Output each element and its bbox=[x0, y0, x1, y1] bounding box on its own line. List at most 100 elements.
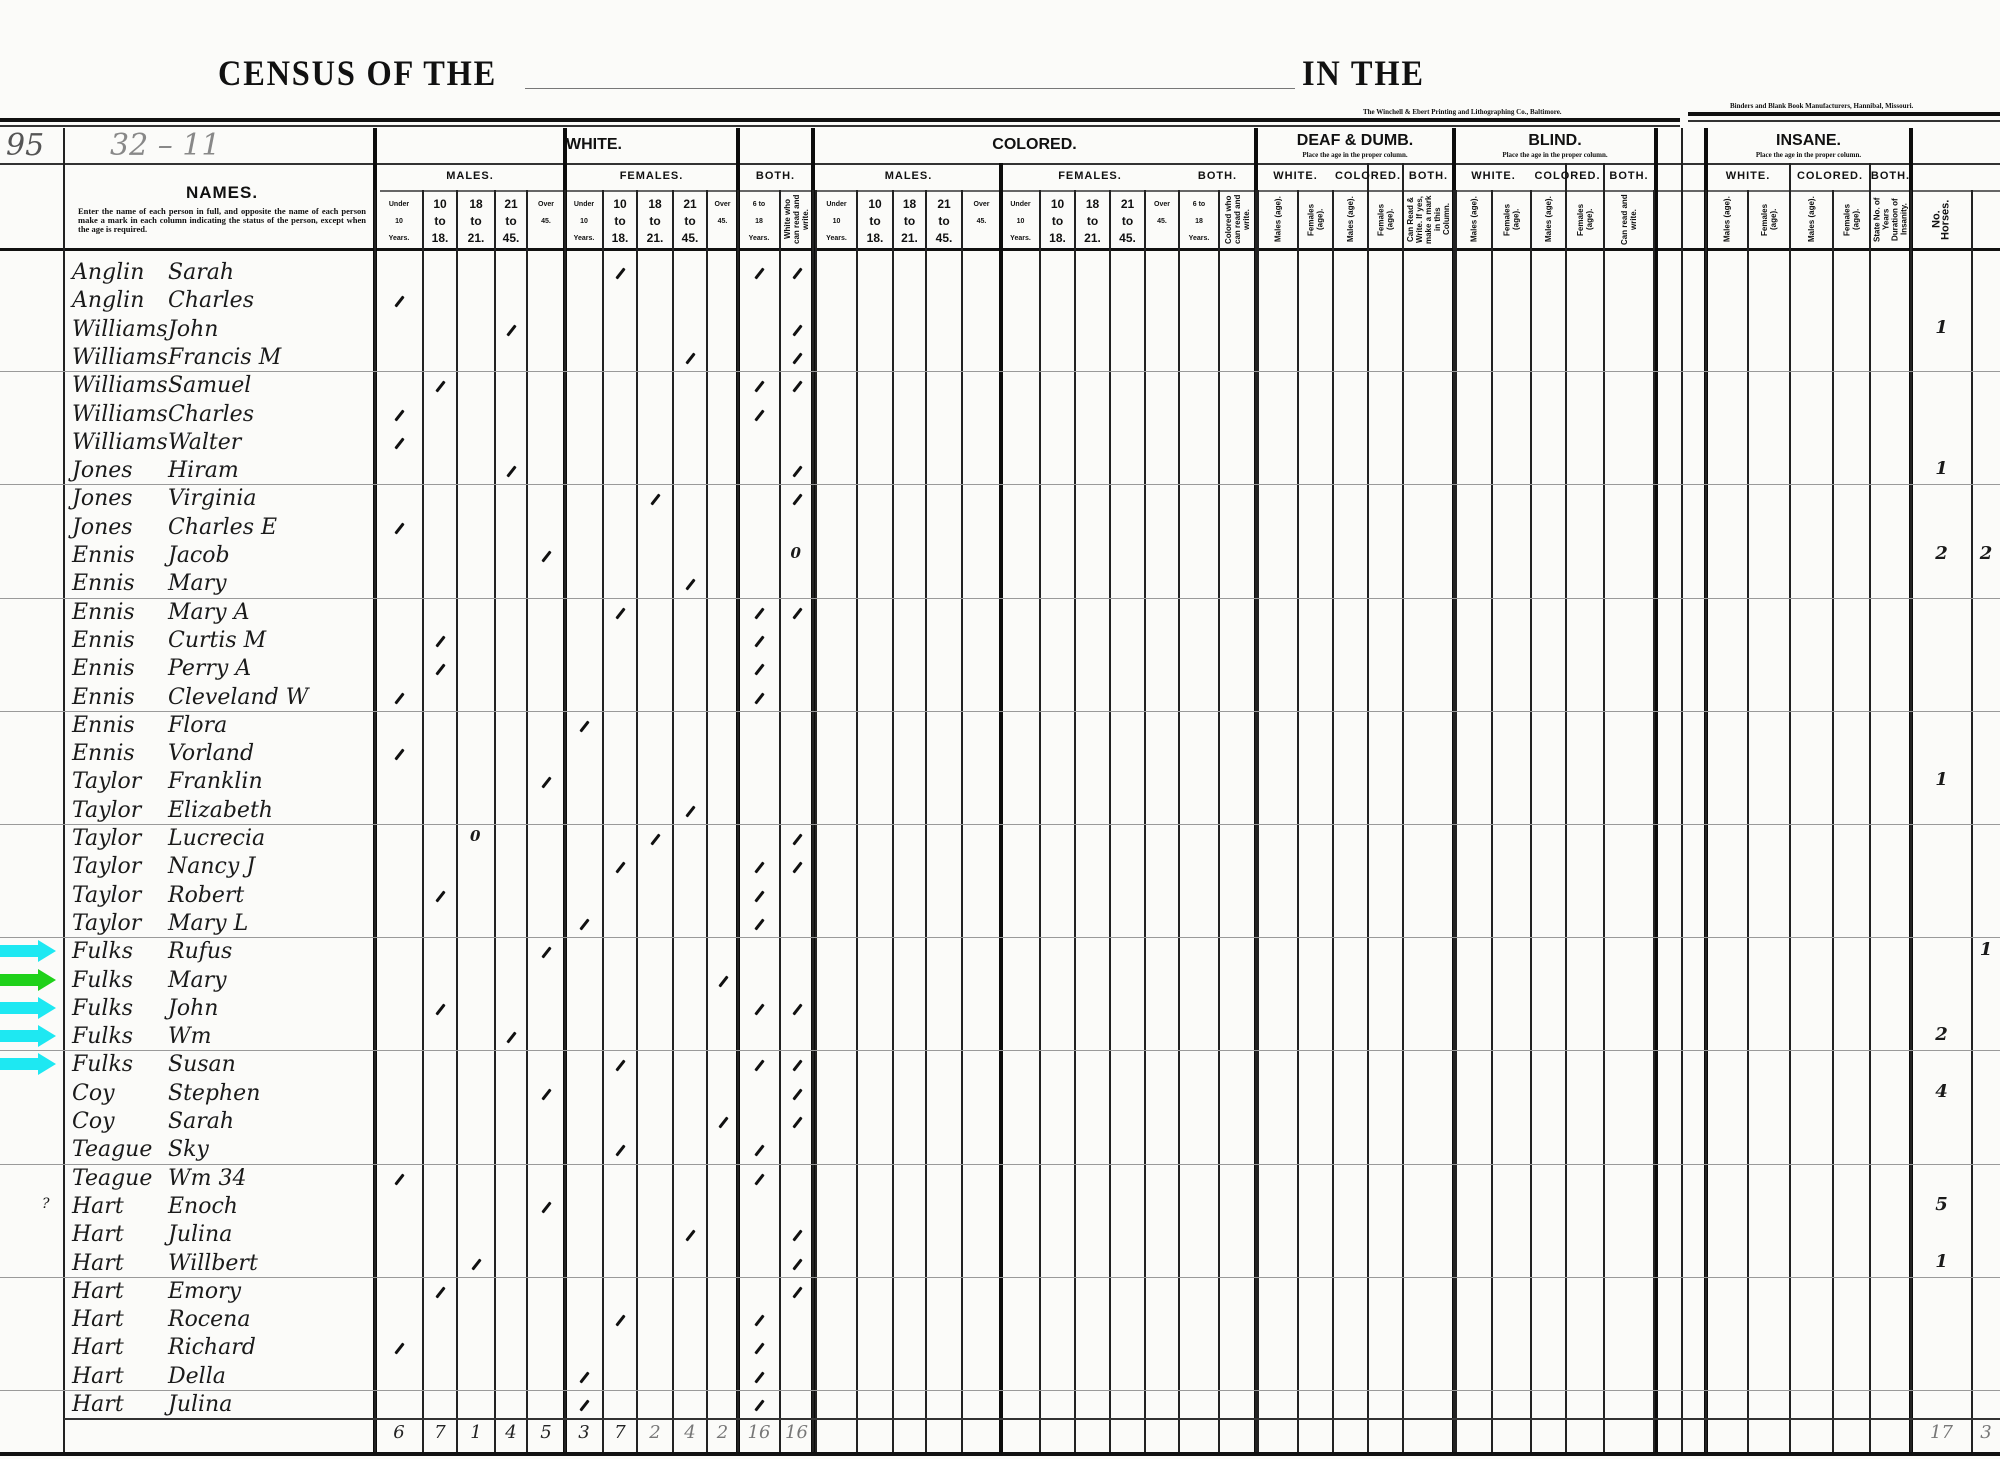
age-label-part: 21 bbox=[683, 197, 697, 211]
column-rule bbox=[1653, 190, 1655, 1452]
blind-note: Place the age in the proper column. bbox=[1502, 151, 1608, 159]
surname: Ennis bbox=[72, 656, 135, 682]
colored-age-col-males-0: Under 10 Years. bbox=[816, 196, 857, 247]
census-row bbox=[0, 767, 2000, 795]
printer-right: Binders and Blank Book Manufacturers, Ha… bbox=[1730, 102, 1914, 110]
deaf-dumb-column-label: Females (age). bbox=[1376, 203, 1395, 236]
age-label-part: 45. bbox=[1157, 218, 1167, 225]
age-label-part: to bbox=[505, 214, 517, 228]
given-name: Julina bbox=[168, 1392, 233, 1417]
surname: Taylor bbox=[72, 826, 142, 851]
horses-count: 4 bbox=[1935, 1080, 1948, 1102]
surname: Hart bbox=[72, 1392, 124, 1417]
age-label-part: to bbox=[470, 214, 482, 228]
age-label-part: Under bbox=[1010, 201, 1031, 208]
column-rule bbox=[1402, 190, 1404, 1452]
blind-white-label: WHITE. bbox=[1471, 170, 1516, 182]
colored-age-col-males-3: 21 to 45. bbox=[926, 196, 962, 247]
age-label-part: 18. bbox=[431, 231, 449, 245]
age-label-part: to bbox=[684, 214, 696, 228]
surname: Hart bbox=[72, 1278, 124, 1304]
header-top-rule bbox=[0, 118, 1680, 122]
deaf-dumb-note: Place the age in the proper column. bbox=[1302, 151, 1408, 159]
given-name: Willbert bbox=[168, 1250, 258, 1276]
white-total: 2 bbox=[716, 1422, 729, 1444]
highlight-arrow-icon bbox=[0, 940, 56, 963]
column-rule bbox=[706, 190, 708, 1452]
white-total: 16 bbox=[785, 1422, 808, 1444]
colored-age-col-females-4: Over 45. bbox=[1145, 196, 1179, 230]
subheader-rule bbox=[1565, 163, 1567, 190]
header-sub-rule bbox=[380, 190, 2000, 192]
subheader-rule bbox=[1402, 163, 1404, 190]
surname: Williams bbox=[72, 316, 168, 342]
census-row bbox=[0, 456, 2000, 484]
surname: Hart bbox=[72, 1335, 124, 1361]
printer-left: The Winchell & Ebert Printing and Lithog… bbox=[1363, 108, 1562, 116]
subheader-rule bbox=[1869, 163, 1871, 190]
deaf-dumb-column-label: Males (age). bbox=[1273, 196, 1283, 243]
age-label-part: Years. bbox=[1010, 235, 1031, 242]
census-row bbox=[0, 1192, 2000, 1220]
column-rule bbox=[1074, 190, 1076, 1452]
insane-column-label: Males (age). bbox=[1807, 196, 1816, 243]
given-name: Charles E bbox=[168, 514, 278, 540]
given-name: Sarah bbox=[168, 260, 234, 285]
census-row bbox=[0, 315, 2000, 343]
given-name: Mary bbox=[168, 571, 227, 597]
age-label-part: Years. bbox=[748, 235, 770, 242]
white-age-col-males-3: 21 to 45. bbox=[495, 196, 527, 247]
colored-age-col-males-4: Over 45. bbox=[962, 196, 1001, 230]
age-label-part: 18. bbox=[1049, 231, 1066, 245]
horses-count: 1 bbox=[1935, 458, 1948, 480]
given-name: Flora bbox=[168, 712, 228, 738]
column-rule bbox=[856, 190, 858, 1452]
white-total: 4 bbox=[684, 1422, 696, 1444]
names-instructions: Enter the name of each person in full, a… bbox=[78, 206, 366, 234]
given-name: Sky bbox=[168, 1137, 209, 1163]
census-row bbox=[0, 966, 2000, 994]
given-name: John bbox=[168, 995, 219, 1021]
column-rule bbox=[672, 190, 674, 1452]
column-rule bbox=[564, 190, 566, 1452]
white-total: 7 bbox=[614, 1422, 626, 1444]
age-label-part: 45. bbox=[976, 218, 987, 225]
insane-both-label: BOTH. bbox=[1870, 170, 1911, 182]
census-row bbox=[0, 937, 2000, 965]
given-name: Elizabeth bbox=[168, 797, 273, 823]
age-label-part: 18. bbox=[611, 231, 629, 245]
white-both-label: BOTH. bbox=[755, 170, 796, 182]
age-label-part: to bbox=[1051, 214, 1064, 228]
census-row bbox=[0, 1022, 2000, 1050]
surname: Taylor bbox=[72, 910, 142, 936]
row-rule bbox=[0, 1276, 2000, 1278]
surname: Ennis bbox=[72, 571, 135, 597]
given-name: Sarah bbox=[168, 1109, 234, 1134]
age-label-part: to bbox=[1121, 214, 1134, 228]
age-label-part: to bbox=[614, 214, 626, 228]
age-label-part: Years. bbox=[388, 235, 410, 242]
insane-colored-label: COLORED. bbox=[1796, 170, 1864, 182]
given-name: Franklin bbox=[168, 769, 263, 795]
age-label-part: 21. bbox=[646, 231, 664, 245]
blind-column-label: Males (age). bbox=[1544, 196, 1553, 243]
extra-column-value: 2 bbox=[1979, 543, 1993, 564]
given-name: Della bbox=[168, 1363, 226, 1389]
row-rule bbox=[0, 484, 2000, 486]
surname: Anglin bbox=[72, 260, 145, 285]
age-label-part: 18 bbox=[648, 197, 662, 211]
surname: Fulks bbox=[72, 1052, 134, 1078]
age-label-part: 18 bbox=[1195, 218, 1203, 225]
deaf-dumb-colored-label: COLORED. bbox=[1334, 170, 1402, 182]
column-rule bbox=[1869, 190, 1871, 1452]
surname: Coy bbox=[72, 1080, 115, 1106]
age-label-part: 10 bbox=[433, 197, 447, 211]
census-row bbox=[0, 513, 2000, 541]
surname: Ennis bbox=[72, 627, 135, 653]
column-rule bbox=[1257, 190, 1259, 1452]
given-name: Hiram bbox=[168, 458, 239, 484]
insane-title: INSANE. bbox=[1776, 132, 1841, 149]
column-rule bbox=[1218, 190, 1220, 1452]
census-row bbox=[0, 286, 2000, 314]
census-row bbox=[0, 1135, 2000, 1163]
